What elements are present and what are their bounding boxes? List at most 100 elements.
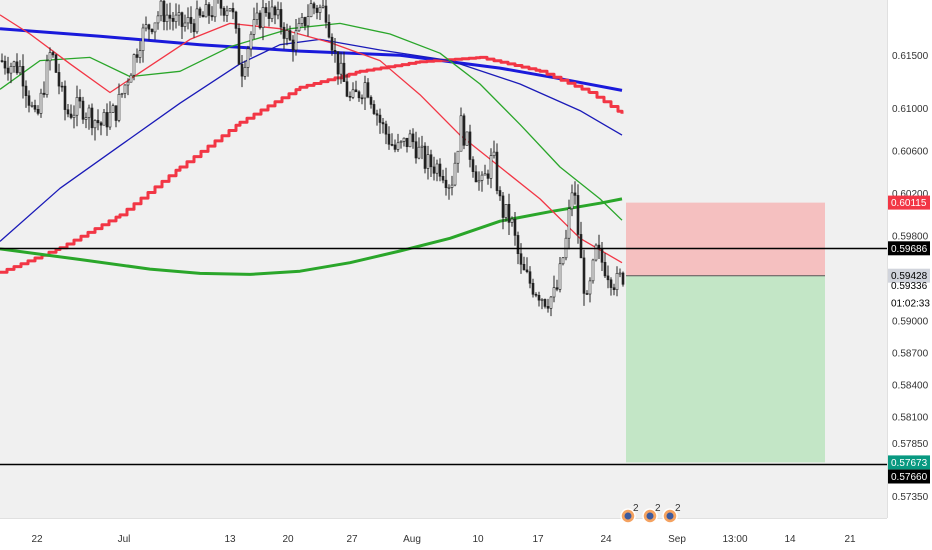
time-axis-background (0, 518, 932, 550)
candle-body (165, 14, 169, 23)
candle-body (318, 7, 322, 13)
candle-body (39, 92, 43, 114)
candle-body (555, 287, 559, 290)
price-tag: 0.59336 (891, 281, 928, 292)
candle-body (204, 4, 208, 18)
candle-body (603, 261, 607, 277)
candle-body (600, 248, 604, 263)
candle-body (114, 105, 118, 121)
candle-body (54, 54, 58, 73)
candle-body (447, 187, 451, 189)
candle-body (609, 279, 613, 288)
candle-body (96, 120, 100, 124)
x-tick-label: 14 (784, 534, 796, 545)
candle-body (393, 144, 397, 150)
x-tick-label: 24 (600, 534, 612, 545)
candle-body (474, 171, 478, 183)
price-tag-background (888, 455, 930, 470)
candle-body (276, 9, 280, 16)
candle-body (288, 30, 292, 41)
candle-body (396, 142, 400, 150)
candle-body (219, 0, 223, 9)
candle-body (303, 17, 307, 27)
event-marker-count: 2 (633, 503, 639, 514)
candle-body (429, 154, 433, 168)
candle-body (588, 280, 592, 295)
x-tick-label: Aug (403, 534, 421, 545)
candle-body (366, 82, 370, 98)
candle-body (372, 104, 376, 114)
candle-body (525, 269, 529, 272)
candle-body (459, 115, 463, 152)
y-tick-label: 0.61500 (892, 51, 929, 62)
candle-body (390, 144, 394, 146)
event-marker-icon[interactable]: 2 (662, 503, 681, 524)
candle-body (51, 52, 55, 56)
candle-body (171, 17, 175, 22)
candle-body (561, 257, 565, 265)
candle-body (222, 8, 226, 16)
candle-body (378, 114, 382, 123)
moving-average-line-4 (0, 38, 623, 242)
candle-body (255, 12, 259, 20)
candle-body (270, 6, 274, 19)
candle-body (492, 151, 496, 157)
candle-body (408, 133, 412, 148)
price-tag: 0.60115 (888, 195, 930, 210)
moving-average-line-5 (0, 22, 623, 221)
candle-body (558, 263, 562, 290)
candle-body (504, 204, 508, 218)
event-marker-inner (666, 512, 674, 520)
x-tick-label: 27 (346, 534, 358, 545)
candle-body (297, 23, 301, 32)
candle-body (399, 141, 403, 143)
candle-body (258, 12, 262, 29)
position-layer (626, 202, 825, 463)
candle-body (417, 146, 421, 159)
candle-body (375, 113, 379, 116)
candle-body (84, 117, 88, 120)
candle-body (432, 166, 436, 174)
price-tag-background (888, 241, 930, 256)
candle-body (189, 17, 193, 24)
candle-body (30, 105, 34, 107)
candle-body (135, 54, 139, 58)
event-marker-icon[interactable]: 2 (642, 503, 661, 524)
candle-body (177, 12, 181, 16)
candle-body (147, 24, 151, 30)
candle-body (534, 293, 538, 296)
candle-body (267, 12, 271, 19)
candle-body (336, 51, 340, 75)
event-marker-inner (646, 512, 654, 520)
y-tick-label: 0.59800 (892, 232, 929, 243)
candle-body (129, 74, 133, 83)
position-reward-zone (626, 275, 825, 463)
candle-body (117, 94, 121, 121)
candle-body (207, 4, 211, 16)
event-marker-count: 2 (675, 503, 681, 514)
candle-body (477, 180, 481, 183)
candle-body (60, 85, 64, 88)
price-tag: 0.59428 (888, 268, 930, 283)
candle-body (426, 154, 430, 169)
candle-body (252, 19, 256, 35)
y-tick-label: 0.58100 (892, 413, 929, 424)
price-tag-label: 01:02:33 (891, 299, 930, 310)
candle-body (489, 155, 493, 179)
candle-body (582, 257, 586, 294)
candle-body (363, 82, 367, 99)
candle-body (411, 133, 415, 143)
candle-body (240, 64, 244, 77)
candle-body (132, 54, 136, 76)
candle-body (495, 151, 499, 191)
candle-body (273, 6, 277, 16)
event-marker-icon[interactable]: 2 (620, 503, 639, 524)
moving-average-line-6 (0, 14, 623, 264)
candle-body (516, 235, 520, 254)
position-risk-zone (626, 202, 825, 276)
candle-body (552, 287, 556, 298)
candle-body (111, 105, 115, 113)
candle-body (21, 66, 25, 87)
candle-body (87, 107, 91, 118)
